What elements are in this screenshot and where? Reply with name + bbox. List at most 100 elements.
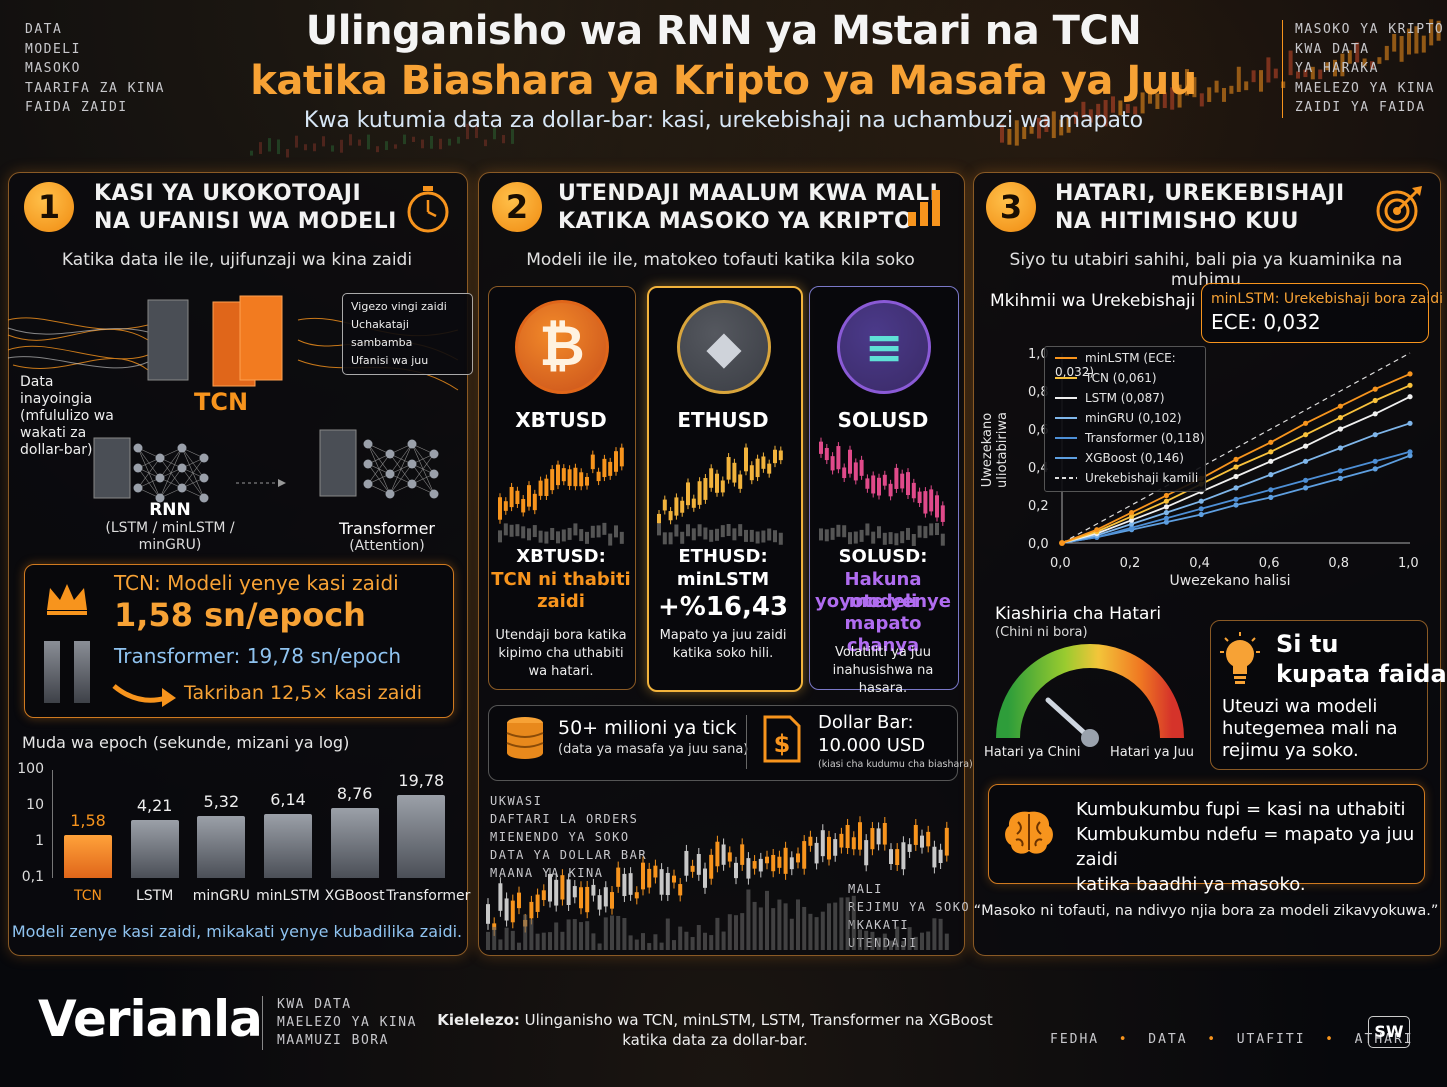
- volume-bar: [647, 943, 652, 950]
- caption-line: katika data za dollar-bar.: [622, 1031, 808, 1049]
- candle: [761, 456, 766, 469]
- series-point: [1198, 506, 1204, 512]
- epoch-chart-title: Muda wa epoch (sekunde, mizani ya log): [22, 733, 350, 752]
- candle: [871, 475, 876, 494]
- series-point: [1337, 445, 1343, 451]
- candle: [870, 828, 875, 850]
- candle: [690, 865, 695, 872]
- series-point: [1337, 475, 1343, 481]
- background-candle: [1362, 58, 1367, 67]
- network-node: [363, 459, 373, 469]
- lightbulb-icon: [1220, 632, 1260, 684]
- bar-value-label: 1,58: [70, 810, 106, 830]
- volume-bar: [907, 927, 912, 950]
- callout-line: Vigezo vingi zaidi: [351, 300, 447, 313]
- background-candle: [457, 136, 460, 144]
- candle: [585, 476, 589, 486]
- series-point: [1233, 502, 1239, 508]
- candle: [492, 923, 497, 930]
- background-candle: [1310, 66, 1315, 80]
- candle: [567, 469, 572, 486]
- y-tick-label: 0,2: [1028, 499, 1049, 514]
- volume-bar: [848, 532, 852, 545]
- background-candle: [1407, 28, 1411, 55]
- bitcoin-icon: ₿: [515, 300, 609, 394]
- panel-number: 1: [24, 182, 74, 232]
- candle: [732, 462, 737, 483]
- calibration-chart: 0,0 0,2 0,4 0,6 0,8 1,0 0,0 0,2 0,4 0,6 0,8 1,0: [1028, 347, 1419, 571]
- risk-high-label: Hatari ya Juu: [1110, 745, 1194, 760]
- topic: DATA: [1148, 1032, 1188, 1047]
- candle: [859, 459, 864, 476]
- background-candle: [385, 141, 388, 150]
- background-candle: [1007, 128, 1012, 145]
- candle: [579, 472, 584, 487]
- volume-bar: [585, 921, 590, 950]
- background-candle: [1177, 84, 1182, 108]
- data-info-box: [488, 705, 958, 781]
- tag: KWA DATA: [277, 997, 352, 1012]
- volume-bar: [738, 524, 743, 537]
- network-node: [177, 483, 187, 493]
- volume-bar: [517, 942, 521, 950]
- network-edge: [159, 447, 183, 479]
- candle: [758, 858, 763, 872]
- series-point: [1268, 472, 1274, 478]
- rnn-label: RNN: [149, 500, 191, 520]
- memory-line: katika baadhi ya masoko.: [1076, 874, 1306, 895]
- series-point: [1407, 382, 1413, 388]
- background-candle: [1325, 62, 1330, 71]
- volume-bar: [503, 523, 508, 536]
- volume-bar: [808, 913, 813, 950]
- series-point: [1129, 510, 1135, 516]
- background-candle: [259, 142, 262, 154]
- candle: [877, 477, 881, 496]
- background-candle: [1244, 81, 1249, 91]
- series-point: [1233, 496, 1239, 502]
- background-candle: [1059, 119, 1064, 136]
- volume-bar: [527, 528, 531, 541]
- ethereum-icon: ◆: [677, 300, 771, 394]
- background-candle: [1436, 20, 1441, 41]
- x-tick-label: 0,2: [1120, 556, 1141, 571]
- tcn-label: TCN: [194, 388, 249, 416]
- legend-entry: LSTM (0,087): [1055, 391, 1165, 405]
- y-tick-label: 1,0: [1028, 347, 1049, 362]
- background-candle: [1384, 45, 1389, 61]
- volume-bar: [827, 903, 831, 950]
- bar: [397, 795, 446, 878]
- asset-note: Volatiliti ya juu inahusishwa na hasara.: [832, 645, 934, 696]
- network-node: [363, 479, 373, 489]
- asset-result-title: SOLUSD:: [838, 546, 928, 567]
- background-candle: [1340, 53, 1345, 77]
- candle: [509, 486, 514, 508]
- candle: [566, 879, 571, 906]
- series-point: [1163, 498, 1169, 504]
- network-edge: [367, 453, 391, 485]
- memory-line: Kumbukumbu fupi = kasi na uthabiti: [1076, 799, 1406, 820]
- background-candle: [493, 128, 496, 140]
- volume-bar: [929, 523, 934, 536]
- candle: [703, 478, 708, 500]
- series-point: [1268, 487, 1274, 493]
- crown-icon: [47, 584, 87, 615]
- volume-bar: [870, 931, 875, 950]
- volume-bar: [579, 529, 584, 542]
- series-point: [1268, 494, 1274, 500]
- series-point: [1372, 386, 1378, 392]
- candle: [703, 868, 707, 888]
- background-candle: [1296, 71, 1300, 79]
- legend-label: XGBoost (0,146): [1085, 451, 1184, 465]
- candle: [824, 447, 829, 461]
- candle: [622, 873, 627, 897]
- bar: [264, 813, 312, 878]
- callout-line: Ufanisi wa juu: [351, 354, 429, 367]
- volume-bar: [842, 525, 847, 538]
- network-edge: [389, 443, 413, 475]
- candle: [657, 513, 661, 524]
- series-point: [1372, 458, 1378, 464]
- tag: MAANA YA KINA: [490, 866, 604, 880]
- candle: [865, 478, 870, 489]
- series-point: [1233, 456, 1239, 462]
- candle: [665, 872, 670, 896]
